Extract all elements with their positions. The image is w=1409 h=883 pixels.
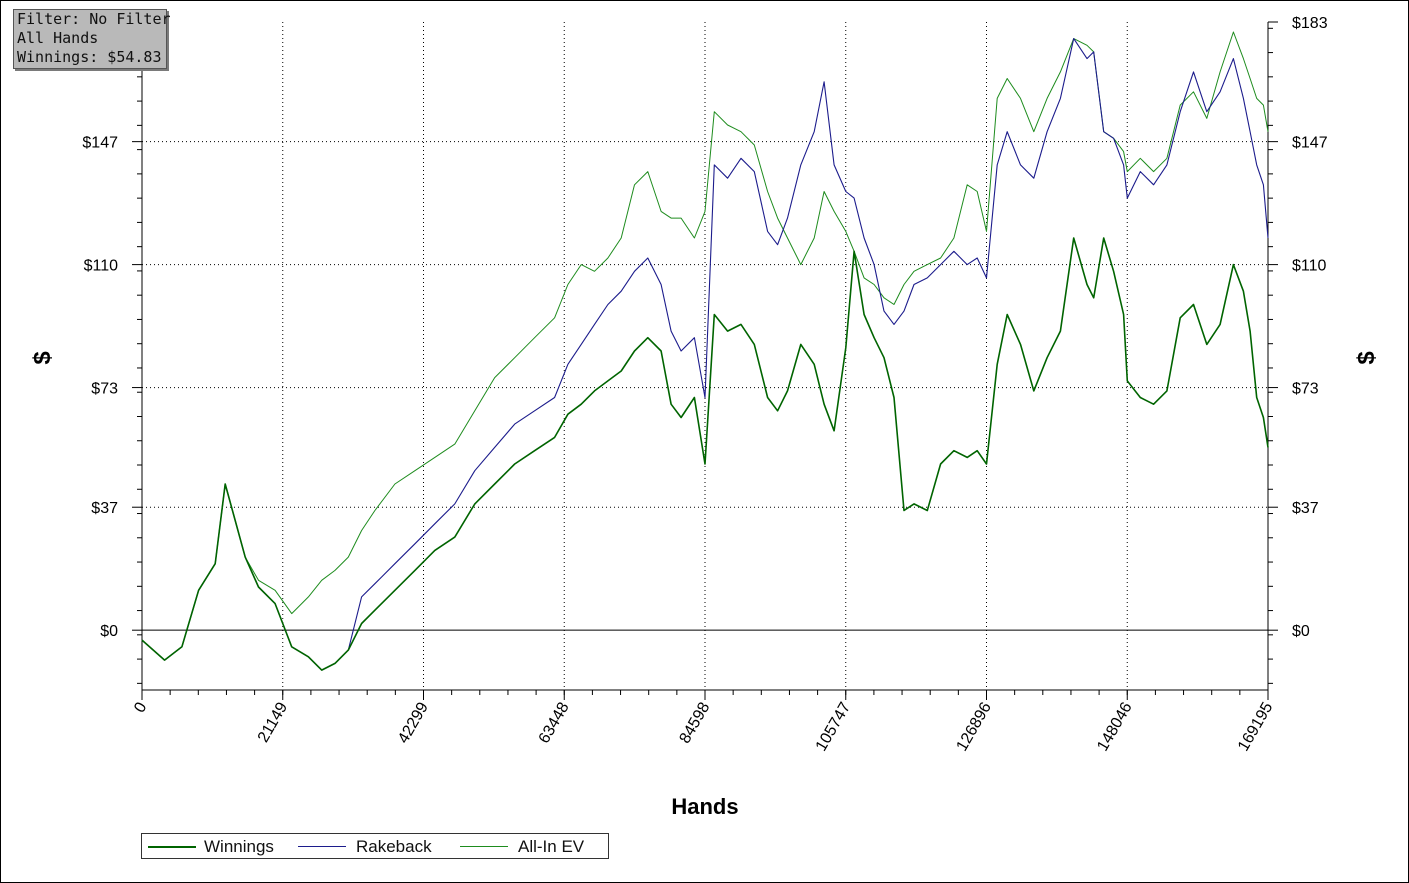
x-tick-label: 0 <box>131 699 150 715</box>
x-tick-label: 126896 <box>954 699 995 754</box>
y-tick-label-right: $73 <box>1292 381 1319 398</box>
legend-swatch-winnings <box>148 846 196 848</box>
series-line-allin-ev <box>141 31 1269 661</box>
y-tick-label-left: $73 <box>91 381 118 398</box>
winnings-text: Winnings: $54.83 <box>17 48 162 66</box>
x-tick-label: 63448 <box>536 699 573 746</box>
y-tick-label-right: $183 <box>1292 15 1328 32</box>
y-tick-label-left: $110 <box>84 258 119 275</box>
x-tick-label: 148046 <box>1094 699 1135 754</box>
axes-layer <box>132 21 1278 700</box>
hands-text: All Hands <box>17 29 99 47</box>
y-axis-title-right: $ <box>1353 351 1380 365</box>
x-axis-title: Hands <box>671 794 738 819</box>
x-tick-label: 42299 <box>395 699 432 746</box>
info-box: Filter: No Filter All Hands Winnings: $5… <box>13 9 171 69</box>
x-tick-label: 21149 <box>255 699 291 745</box>
x-tick-label: 169195 <box>1235 699 1276 754</box>
y-tick-label-left: $37 <box>91 500 118 517</box>
series-layer <box>141 31 1269 671</box>
x-tick-label: 84598 <box>676 699 713 746</box>
y-tick-label-left: $147 <box>82 135 118 152</box>
y-tick-label-right: $110 <box>1292 258 1327 275</box>
legend-swatch-allin-ev <box>460 846 508 847</box>
legend-label-allin-ev: All-In EV <box>518 837 585 856</box>
x-tick-label: 105747 <box>813 699 854 754</box>
grid-layer <box>142 22 1268 690</box>
filter-text: Filter: No Filter <box>17 10 171 28</box>
legend-label-rakeback: Rakeback <box>356 837 432 856</box>
y-axis-title-left: $ <box>29 351 56 365</box>
y-tick-label-right: $37 <box>1292 500 1319 517</box>
y-tick-label-right: $147 <box>1292 135 1328 152</box>
series-line-rakeback <box>141 38 1269 671</box>
legend-swatch-rakeback <box>298 846 346 847</box>
chart-legend: Winnings Rakeback All-In EV <box>141 833 609 859</box>
y-tick-label-right: $0 <box>1292 623 1310 640</box>
y-tick-label-left: $0 <box>100 623 118 640</box>
legend-label-winnings: Winnings <box>204 837 274 856</box>
series-line-winnings <box>141 237 1269 671</box>
